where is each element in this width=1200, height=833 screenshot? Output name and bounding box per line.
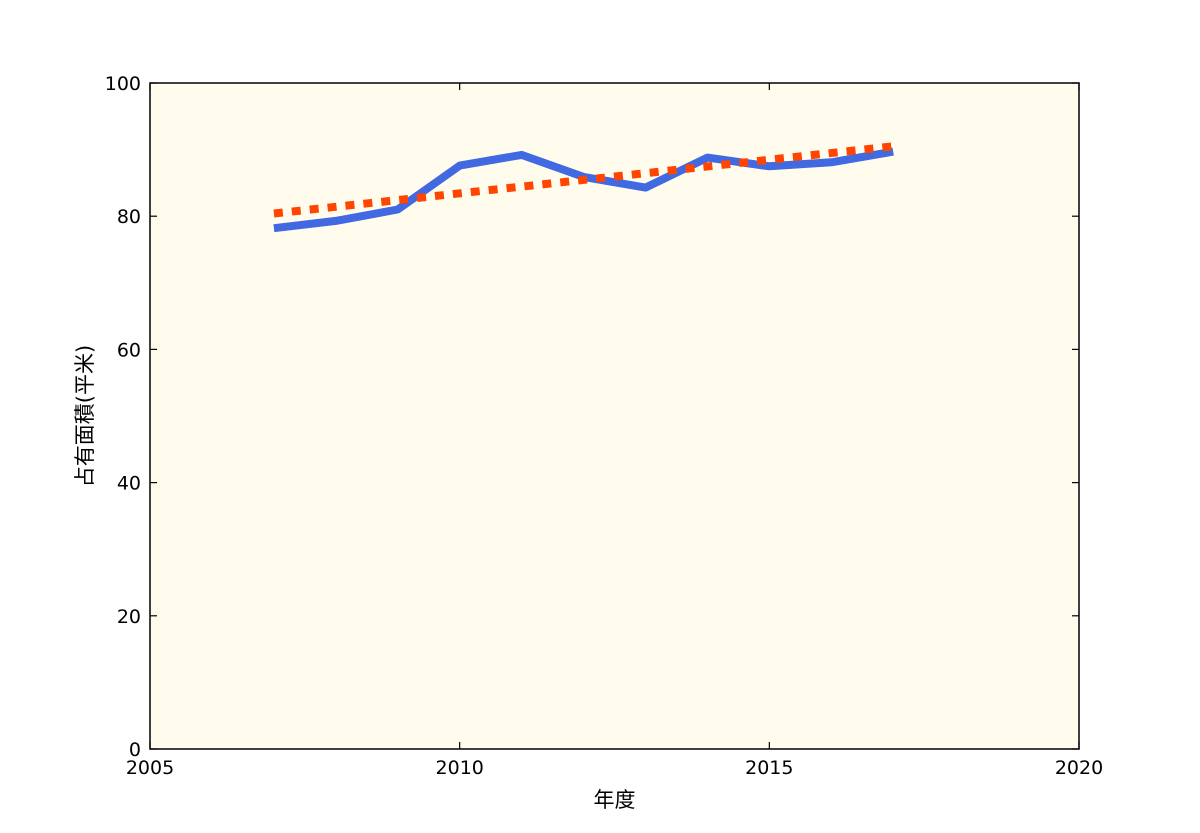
x-axis-label: 年度	[594, 788, 636, 812]
x-tick-labels: 2005 2010 2015 2020	[126, 757, 1103, 779]
x-tick-label: 2005	[126, 757, 174, 779]
x-tick-label: 2010	[436, 757, 484, 779]
plot-area	[150, 83, 1079, 749]
trend-line	[273, 142, 894, 218]
y-tick-labels: 0 20 40 60 80 100	[105, 73, 141, 761]
y-tick-label: 60	[117, 339, 141, 361]
series-layer	[273, 142, 894, 233]
y-tick-label: 0	[129, 739, 141, 761]
y-tick-label: 100	[105, 73, 141, 95]
y-tick-label: 20	[117, 606, 141, 628]
y-tick-label: 80	[117, 206, 141, 228]
plot-frame	[149, 82, 1080, 750]
x-tick-label: 2015	[745, 757, 793, 779]
y-tick-label: 40	[117, 473, 141, 495]
x-tick-label: 2020	[1055, 757, 1103, 779]
y-axis-label: 占有面積(平米)	[73, 345, 97, 487]
